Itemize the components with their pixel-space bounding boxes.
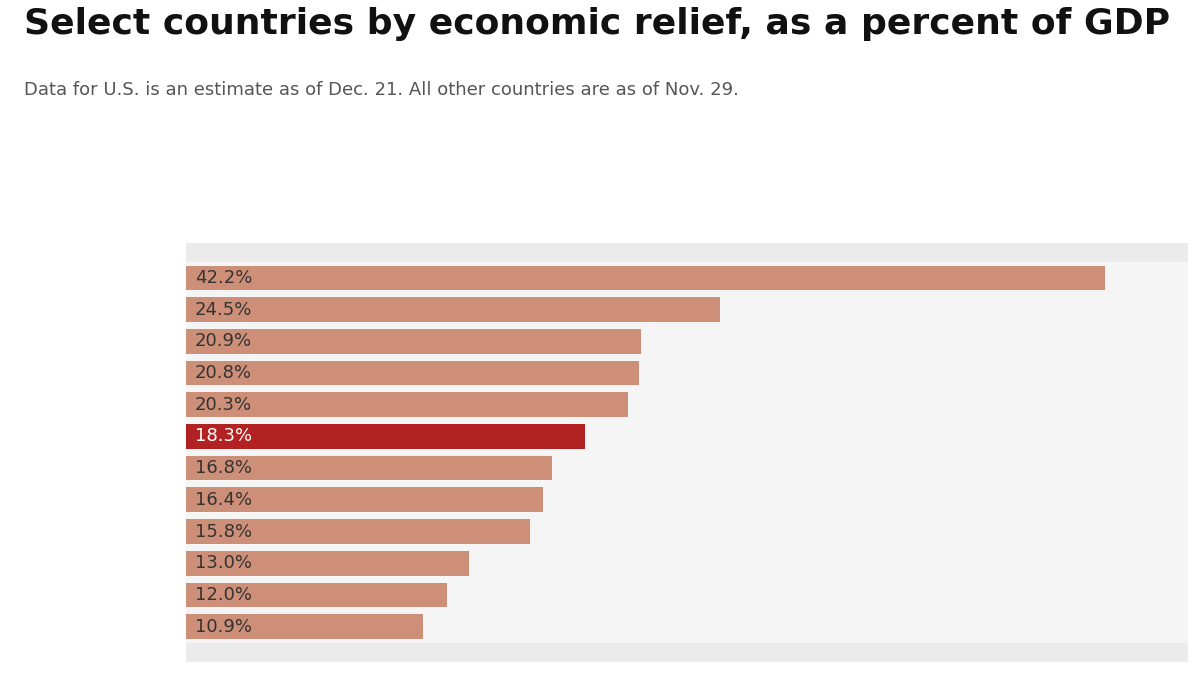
Text: 18.3%: 18.3%	[194, 427, 252, 446]
Text: 13.0%: 13.0%	[194, 554, 252, 572]
Bar	[186, 614, 424, 639]
Text: Data for U.S. is an estimate as of Dec. 21. All other countries are as of Nov. 2: Data for U.S. is an estimate as of Dec. …	[24, 81, 739, 99]
Bar	[186, 484, 1188, 516]
Bar	[186, 357, 1188, 389]
Text: 20.3%: 20.3%	[194, 396, 252, 414]
Text: 20.9%: 20.9%	[194, 332, 252, 350]
Bar	[186, 519, 530, 544]
Bar	[186, 294, 1188, 325]
Bar	[186, 487, 544, 512]
Bar	[186, 389, 1188, 421]
Bar	[186, 547, 1188, 579]
Text: 10.9%: 10.9%	[194, 618, 252, 636]
Bar	[186, 424, 584, 449]
Text: 16.4%: 16.4%	[194, 491, 252, 509]
Bar	[186, 579, 1188, 611]
Text: 15.8%: 15.8%	[194, 522, 252, 541]
Text: 24.5%: 24.5%	[194, 300, 252, 319]
Bar	[186, 551, 469, 576]
Bar	[186, 325, 1188, 357]
Text: 20.8%: 20.8%	[194, 364, 252, 382]
Bar	[186, 329, 641, 354]
Text: 12.0%: 12.0%	[194, 586, 252, 604]
Bar	[186, 516, 1188, 547]
Text: 42.2%: 42.2%	[194, 269, 252, 287]
Bar	[186, 452, 1188, 484]
Bar	[186, 421, 1188, 452]
Bar	[186, 611, 1188, 643]
Bar	[186, 297, 720, 322]
Text: Select countries by economic relief, as a percent of GDP: Select countries by economic relief, as …	[24, 7, 1170, 40]
Bar	[186, 262, 1188, 294]
Bar	[186, 583, 448, 608]
Text: 16.8%: 16.8%	[194, 459, 252, 477]
Bar	[186, 265, 1105, 290]
Bar	[186, 456, 552, 481]
Bar	[186, 392, 628, 417]
Bar	[186, 360, 640, 385]
